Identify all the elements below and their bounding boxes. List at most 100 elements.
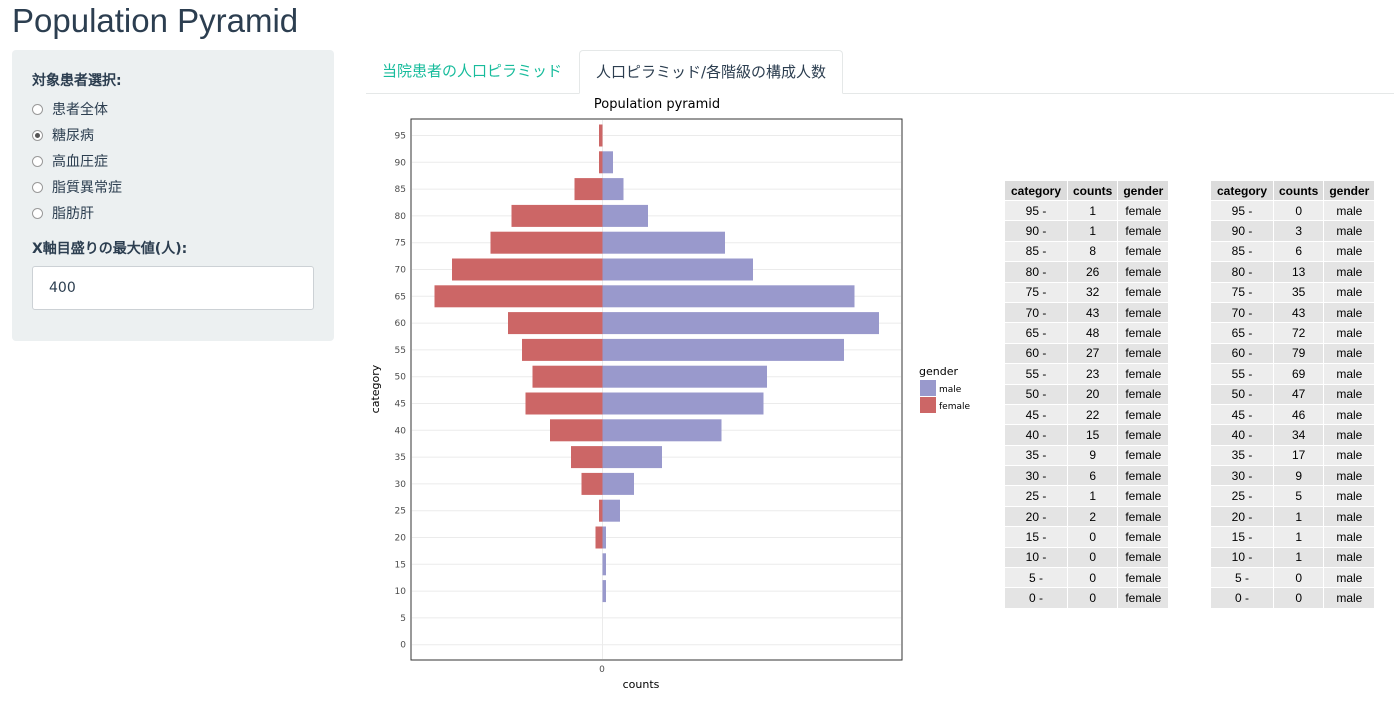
table-cell: male — [1324, 547, 1375, 568]
radio-button[interactable] — [32, 181, 43, 193]
tab-pyramid-table[interactable]: 人口ピラミッド/各階級の構成人数 — [579, 50, 844, 94]
legend: gender male female — [919, 365, 970, 413]
table-cell: 65 - — [1211, 323, 1273, 343]
legend-swatch-male — [920, 380, 936, 396]
table-cell: 90 - — [1211, 221, 1273, 241]
table-cell: 15 - — [1005, 527, 1067, 547]
table-cell: female — [1118, 568, 1169, 588]
table-cell: 55 - — [1005, 364, 1067, 384]
table-cell: 0 — [1068, 547, 1118, 568]
table-cell: female — [1118, 527, 1169, 547]
table-cell: 65 - — [1005, 323, 1067, 343]
y-tick-label: 70 — [395, 266, 407, 276]
table-cell: 40 - — [1005, 425, 1067, 445]
table-cell: 30 - — [1005, 466, 1067, 486]
radio-option-dyslipidemia[interactable]: 脂質異常症 — [32, 174, 314, 200]
table-cell: 25 - — [1211, 486, 1273, 506]
table-cell: female — [1118, 506, 1169, 527]
table-cell: 90 - — [1005, 221, 1067, 241]
table-row: 80 -13 male — [1211, 262, 1375, 282]
table-cell: female — [1118, 221, 1169, 241]
table-cell: 75 - — [1211, 282, 1273, 302]
table-cell: 69 — [1274, 364, 1324, 384]
bar-female — [522, 338, 603, 361]
patient-select-label: 対象患者選択: — [32, 73, 122, 89]
radio-label: 脂肪肝 — [52, 206, 94, 222]
x-tick-label: 0 — [599, 665, 605, 675]
table-cell: female — [1118, 364, 1169, 384]
table-cell: 79 — [1274, 343, 1324, 364]
table-row: 70 -43 female — [1005, 302, 1169, 323]
radio-option-hypertension[interactable]: 高血圧症 — [32, 148, 314, 174]
table-cell: female — [1118, 201, 1169, 221]
table-cell: male — [1324, 221, 1375, 241]
table-row: 15 -1 male — [1211, 527, 1375, 547]
table-cell: 35 - — [1005, 445, 1067, 466]
table-cell: 0 - — [1005, 588, 1067, 608]
table-cell: female — [1118, 262, 1169, 282]
y-tick-label: 15 — [395, 560, 406, 570]
tab-pyramid[interactable]: 当院患者の人口ピラミッド — [382, 62, 563, 80]
table-cell: 27 — [1068, 343, 1118, 364]
table-row: 50 -47 male — [1211, 384, 1375, 404]
table-cell: 10 - — [1211, 547, 1273, 568]
table-cell: female — [1118, 588, 1169, 608]
table-cell: 45 - — [1005, 404, 1067, 425]
table-row: 15 -0 female — [1005, 527, 1169, 547]
column-header: category — [1211, 181, 1273, 200]
bar-female — [599, 499, 603, 522]
table-row: 85 -8 female — [1005, 241, 1169, 262]
table-cell: 26 — [1068, 262, 1118, 282]
radio-option-all[interactable]: 患者全体 — [32, 96, 314, 122]
table-cell: 43 — [1274, 302, 1324, 323]
table-cell: 47 — [1274, 384, 1324, 404]
max-axis-input[interactable] — [32, 266, 314, 310]
table-row: 90 -3 male — [1211, 221, 1375, 241]
table-row: 90 -1 female — [1005, 221, 1169, 241]
bar-male — [602, 178, 624, 201]
bar-male — [602, 312, 879, 335]
table-row: 55 -23 female — [1005, 364, 1169, 384]
radio-option-fatty-liver[interactable]: 脂肪肝 — [32, 200, 314, 226]
bar-male — [602, 472, 634, 495]
bar-male — [602, 499, 620, 522]
table-row: 25 -5 male — [1211, 486, 1375, 506]
table-cell: male — [1324, 201, 1375, 221]
table-cell: 75 - — [1005, 282, 1067, 302]
table-row: 10 -0 female — [1005, 547, 1169, 568]
table-cell: 0 — [1068, 568, 1118, 588]
table-cell: 35 - — [1211, 445, 1273, 466]
y-tick-label: 10 — [395, 587, 407, 597]
x-axis-label: counts — [623, 678, 660, 691]
radio-button[interactable] — [32, 207, 43, 219]
table-cell: 5 — [1274, 486, 1324, 506]
table-row: 0 -0 female — [1005, 588, 1169, 608]
table-cell: 22 — [1068, 404, 1118, 425]
table-cell: female — [1118, 486, 1169, 506]
table-cell: female — [1118, 384, 1169, 404]
y-tick-label: 20 — [395, 534, 407, 544]
table-cell: 50 - — [1005, 384, 1067, 404]
table-row: 55 -69 male — [1211, 364, 1375, 384]
table-cell: 9 — [1068, 445, 1118, 466]
radio-button-selected[interactable] — [32, 129, 43, 141]
bars-group — [434, 124, 879, 603]
y-tick-label: 85 — [395, 185, 406, 195]
table-cell: 0 - — [1211, 588, 1273, 608]
radio-button[interactable] — [32, 103, 43, 115]
table-cell: 1 — [1068, 221, 1118, 241]
column-header: gender — [1118, 181, 1169, 200]
y-tick-label: 25 — [395, 507, 406, 517]
table-cell: 35 — [1274, 282, 1324, 302]
radio-button[interactable] — [32, 155, 43, 167]
y-tick-label: 75 — [395, 239, 406, 249]
table-row: 5 -0 male — [1211, 568, 1375, 588]
bar-male — [602, 446, 662, 469]
table-cell: male — [1324, 282, 1375, 302]
table-cell: 95 - — [1211, 201, 1273, 221]
table-cell: 43 — [1068, 302, 1118, 323]
y-tick-label: 35 — [395, 453, 406, 463]
radio-option-diabetes[interactable]: 糖尿病 — [32, 122, 314, 148]
table-row: 50 -20 female — [1005, 384, 1169, 404]
